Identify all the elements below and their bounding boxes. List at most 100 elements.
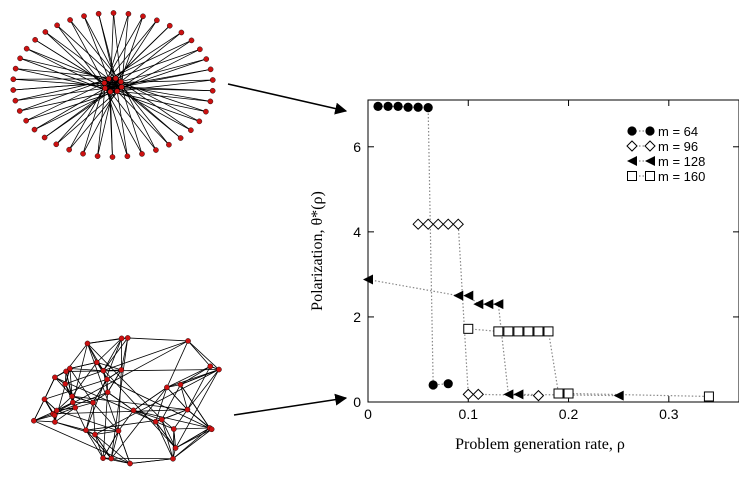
network-edge <box>54 407 76 423</box>
network-edge <box>120 32 182 83</box>
network-node <box>70 399 76 406</box>
x-axis-ticks: 0 0.1 0.2 0.3 <box>364 100 679 422</box>
star-network-diagram <box>10 10 216 160</box>
network-edge <box>94 434 104 459</box>
network-edge <box>19 91 111 112</box>
network-node <box>124 153 131 160</box>
legend-marker <box>645 156 655 166</box>
network-edge <box>187 340 211 367</box>
network-node <box>115 428 122 434</box>
network-node <box>207 98 214 105</box>
network-edge <box>34 87 106 130</box>
network-edge <box>94 430 119 435</box>
data-point-series-0 <box>443 379 453 389</box>
network-edge <box>133 410 210 429</box>
network-edge <box>72 343 88 403</box>
network-edge <box>175 428 212 449</box>
network-edge <box>64 383 74 403</box>
network-node <box>108 455 115 462</box>
network-edge <box>127 337 189 342</box>
series-line-1 <box>418 223 539 397</box>
legend-label: m = 128 <box>658 154 705 169</box>
network-node <box>17 55 23 62</box>
network-node <box>53 141 60 148</box>
data-point-series-1 <box>412 218 424 230</box>
network-edge <box>172 429 175 459</box>
network-node <box>188 127 194 133</box>
network-edge <box>69 368 104 372</box>
network-edge <box>92 391 108 403</box>
network-edge <box>83 15 110 79</box>
network-node <box>23 117 29 124</box>
network-node <box>12 97 19 104</box>
network-node <box>32 37 38 43</box>
network-edge <box>15 87 106 102</box>
network-edge <box>121 40 192 88</box>
network-node <box>139 151 145 157</box>
network-edge <box>180 369 220 385</box>
network-edge <box>71 362 98 397</box>
network-edge <box>96 338 122 363</box>
network-edge <box>56 25 116 79</box>
network-edge <box>65 340 189 385</box>
network-edge <box>173 427 210 430</box>
network-node <box>109 154 116 160</box>
network-node <box>42 29 49 35</box>
network-node <box>72 404 79 411</box>
network-edge <box>69 19 105 84</box>
network-edge <box>116 16 144 92</box>
legend-marker <box>645 171 655 181</box>
network-edge <box>56 396 73 411</box>
network-node <box>63 368 69 375</box>
legend-marker <box>627 126 637 136</box>
network-edge <box>129 458 174 464</box>
data-point-series-3 <box>553 388 564 399</box>
network-edge <box>85 429 119 432</box>
network-edge <box>71 395 94 404</box>
network-edge <box>68 78 110 150</box>
network-edge <box>104 87 200 122</box>
network-node <box>52 374 58 381</box>
network-edge <box>180 384 188 410</box>
network-edge <box>180 366 211 385</box>
network-edge <box>85 419 162 431</box>
arrow-to-low-polarization <box>233 393 348 416</box>
data-point-series-3 <box>703 391 714 402</box>
network-edge <box>120 81 157 151</box>
network-edge <box>173 428 176 449</box>
x-tick-label: 0.1 <box>459 406 479 422</box>
network-node <box>81 13 87 19</box>
data-point-series-1 <box>452 218 464 230</box>
network-node <box>118 367 125 373</box>
data-point-series-3 <box>493 326 504 337</box>
network-node <box>118 335 125 342</box>
network-edge <box>187 409 210 429</box>
network-edge <box>106 378 212 430</box>
data-point-series-1 <box>472 388 485 401</box>
network-node <box>127 460 133 467</box>
network-edge <box>113 12 122 82</box>
data-point-series-2 <box>493 299 504 310</box>
network-edge <box>96 361 122 371</box>
network-node <box>106 76 112 82</box>
network-edge <box>56 410 119 432</box>
data-point-series-2 <box>503 389 514 400</box>
network-node <box>178 29 185 36</box>
network-node <box>31 126 38 133</box>
network-edge <box>45 31 111 92</box>
network-node <box>177 381 184 388</box>
network-node <box>203 56 210 62</box>
network-node <box>12 65 19 72</box>
network-edge <box>69 19 122 82</box>
network-edge <box>173 409 188 430</box>
data-point-series-1 <box>442 218 454 230</box>
network-edge <box>54 377 156 423</box>
network-node <box>197 46 203 53</box>
data-point-series-2 <box>463 290 474 301</box>
network-edge <box>96 362 176 449</box>
network-node <box>110 10 117 16</box>
network-node <box>53 407 60 414</box>
data-point-series-0 <box>413 102 423 112</box>
data-point-series-0 <box>423 103 433 113</box>
